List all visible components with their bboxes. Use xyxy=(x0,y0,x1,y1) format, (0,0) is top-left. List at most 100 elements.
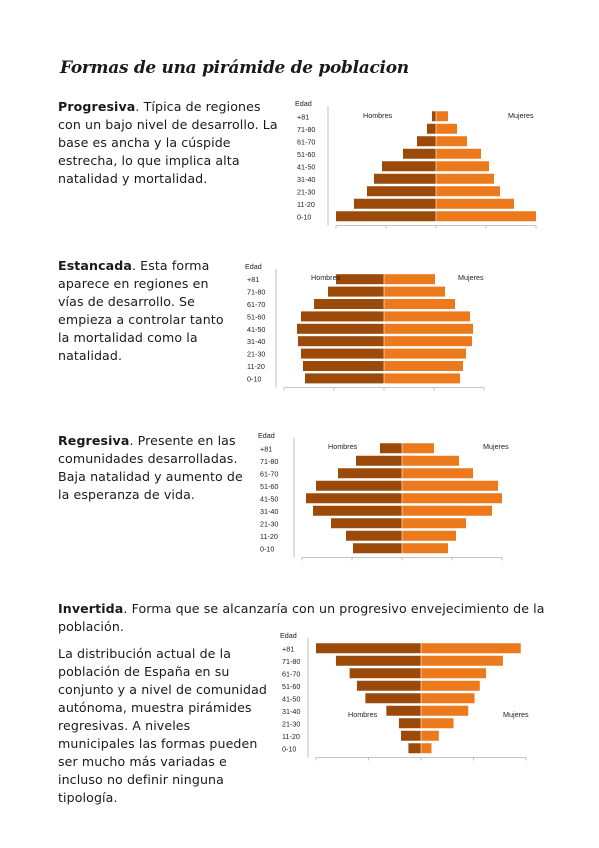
tick-label-21-30: 21-30 xyxy=(297,187,315,196)
axis-title-edad: Edad xyxy=(295,99,312,108)
pyramid-regresiva: Edad 0-10 11-20 21-30 31-40 41-50 51-60 61-70 71… xyxy=(256,431,526,561)
bar-mujeres-71-80 xyxy=(402,455,459,466)
pyramid-invertida: Edad 0-10 11-20 21-30 31-40 41-50 51-60 61-70 71… xyxy=(278,631,548,761)
bar-mujeres-0-10 xyxy=(436,211,536,222)
tick-label-51-60: 51-60 xyxy=(282,682,300,691)
tick-label-21-30: 21-30 xyxy=(282,719,300,728)
bar-hombres-+81 xyxy=(316,643,421,654)
estancada-text: . Esta forma aparece en regiones en vías… xyxy=(58,258,224,363)
bar-hombres-31-40 xyxy=(298,336,384,347)
bar-hombres-61-70 xyxy=(349,668,421,679)
tick-label-41-50: 41-50 xyxy=(247,325,265,334)
legend-hombres: Hombres xyxy=(348,710,378,719)
progresiva-text: . Típica de regiones con un bajo nivel d… xyxy=(58,99,278,186)
bar-mujeres-0-10 xyxy=(402,543,448,554)
legend-mujeres: Mujeres xyxy=(483,442,509,451)
tick-label-11-20: 11-20 xyxy=(297,200,315,209)
bar-hombres-31-40 xyxy=(386,705,421,716)
bar-mujeres-71-80 xyxy=(436,123,457,134)
bar-hombres-41-50 xyxy=(306,493,402,504)
bar-hombres-71-80 xyxy=(356,455,402,466)
bar-mujeres-71-80 xyxy=(421,655,503,666)
regresiva-heading: Regresiva xyxy=(58,433,130,448)
bar-mujeres-+81 xyxy=(436,111,448,122)
bar-mujeres-51-60 xyxy=(384,311,470,322)
bar-mujeres-31-40 xyxy=(402,505,492,516)
bar-mujeres-11-20 xyxy=(384,361,463,371)
tick-label-11-20: 11-20 xyxy=(247,362,265,371)
legend-mujeres: Mujeres xyxy=(508,111,534,120)
regresiva-paragraph: Regresiva. Presente en las comunidades d… xyxy=(58,432,248,504)
bar-mujeres-41-50 xyxy=(384,323,473,334)
bar-hombres-31-40 xyxy=(374,173,436,184)
tick-label-61-70: 61-70 xyxy=(297,137,315,146)
bar-hombres-41-50 xyxy=(382,161,436,172)
legend-hombres: Hombres xyxy=(311,273,341,282)
bar-mujeres-0-10 xyxy=(421,743,432,754)
bar-hombres-+81 xyxy=(336,274,384,285)
bar-hombres-11-20 xyxy=(346,530,402,541)
bar-mujeres-21-30 xyxy=(402,518,466,529)
progresiva-paragraph: Progresiva. Típica de regiones con un ba… xyxy=(58,98,284,188)
bar-hombres-+81 xyxy=(432,111,436,122)
tick-label-71-80: 71-80 xyxy=(297,125,315,134)
bar-hombres-+81 xyxy=(380,443,402,454)
bar-hombres-41-50 xyxy=(297,323,384,334)
bar-mujeres-21-30 xyxy=(436,186,500,197)
bar-mujeres-61-70 xyxy=(421,668,487,679)
bar-hombres-21-30 xyxy=(367,186,436,197)
tick-label-11-20: 11-20 xyxy=(260,532,278,541)
pyramid-invertida-svg: Edad 0-10 11-20 21-30 31-40 41-50 51-60 61-70 71… xyxy=(280,631,529,761)
tick-label-21-30: 21-30 xyxy=(247,350,265,359)
bar-hombres-51-60 xyxy=(301,311,384,322)
tick-label-31-40: 31-40 xyxy=(282,707,300,716)
bar-mujeres-0-10 xyxy=(384,373,460,384)
bar-mujeres-41-50 xyxy=(421,693,475,704)
bar-mujeres-51-60 xyxy=(436,148,481,159)
tick-label-0-10: 0-10 xyxy=(282,744,296,753)
pyramid-regresiva-svg: Edad 0-10 11-20 21-30 31-40 41-50 51-60 61-70 71… xyxy=(258,431,509,561)
bar-hombres-41-50 xyxy=(365,693,421,704)
bar-mujeres-31-40 xyxy=(421,705,469,716)
bar-hombres-21-30 xyxy=(301,348,384,359)
legend-mujeres: Mujeres xyxy=(503,710,529,719)
tick-label-51-60: 51-60 xyxy=(247,312,265,321)
bar-mujeres-61-70 xyxy=(402,468,473,479)
bar-mujeres-61-70 xyxy=(384,299,455,309)
bar-mujeres-51-60 xyxy=(421,680,480,691)
bar-hombres-71-80 xyxy=(427,123,436,134)
page-title: Formas de una pirámide de poblacion xyxy=(60,58,409,78)
tick-label-+81: +81 xyxy=(282,644,294,653)
bar-mujeres-+81 xyxy=(402,443,434,454)
bar-mujeres-21-30 xyxy=(421,718,454,729)
estancada-paragraph: Estancada. Esta forma aparece en regione… xyxy=(58,257,236,365)
tick-label-0-10: 0-10 xyxy=(247,374,261,383)
tick-label-51-60: 51-60 xyxy=(260,482,278,491)
tick-label-31-40: 31-40 xyxy=(260,507,278,516)
pyramid-progresiva: Edad 0-10 11-20 21-30 31-40 41-50 51-60 61-70 71… xyxy=(293,99,553,229)
bar-hombres-0-10 xyxy=(305,373,384,384)
pyramid-estancada: Edad 0-10 11-20 21-30 31-40 41-50 51-60 61-70 71… xyxy=(243,262,493,391)
tick-label-71-80: 71-80 xyxy=(260,457,278,466)
bar-hombres-61-70 xyxy=(314,299,384,309)
bar-mujeres-61-70 xyxy=(436,136,467,147)
tick-label-61-70: 61-70 xyxy=(282,669,300,678)
bar-mujeres-31-40 xyxy=(384,336,472,347)
bar-hombres-51-60 xyxy=(316,480,402,491)
bar-mujeres-11-20 xyxy=(421,730,439,741)
tick-label-41-50: 41-50 xyxy=(282,694,300,703)
tick-label-0-10: 0-10 xyxy=(260,544,274,553)
bar-hombres-61-70 xyxy=(338,468,402,479)
bar-hombres-11-20 xyxy=(303,361,384,371)
bar-mujeres-31-40 xyxy=(436,173,494,184)
bar-hombres-21-30 xyxy=(398,718,421,729)
tick-label-+81: +81 xyxy=(297,112,309,121)
pyramid-estancada-svg: Edad 0-10 11-20 21-30 31-40 41-50 51-60 61-70 71… xyxy=(245,262,485,391)
tick-label-31-40: 31-40 xyxy=(297,175,315,184)
bar-hombres-61-70 xyxy=(417,136,436,147)
bar-mujeres-+81 xyxy=(384,274,435,285)
tick-label-61-70: 61-70 xyxy=(247,300,265,309)
bar-hombres-0-10 xyxy=(408,743,421,754)
tick-label-41-50: 41-50 xyxy=(260,494,278,503)
tick-label-51-60: 51-60 xyxy=(297,150,315,159)
